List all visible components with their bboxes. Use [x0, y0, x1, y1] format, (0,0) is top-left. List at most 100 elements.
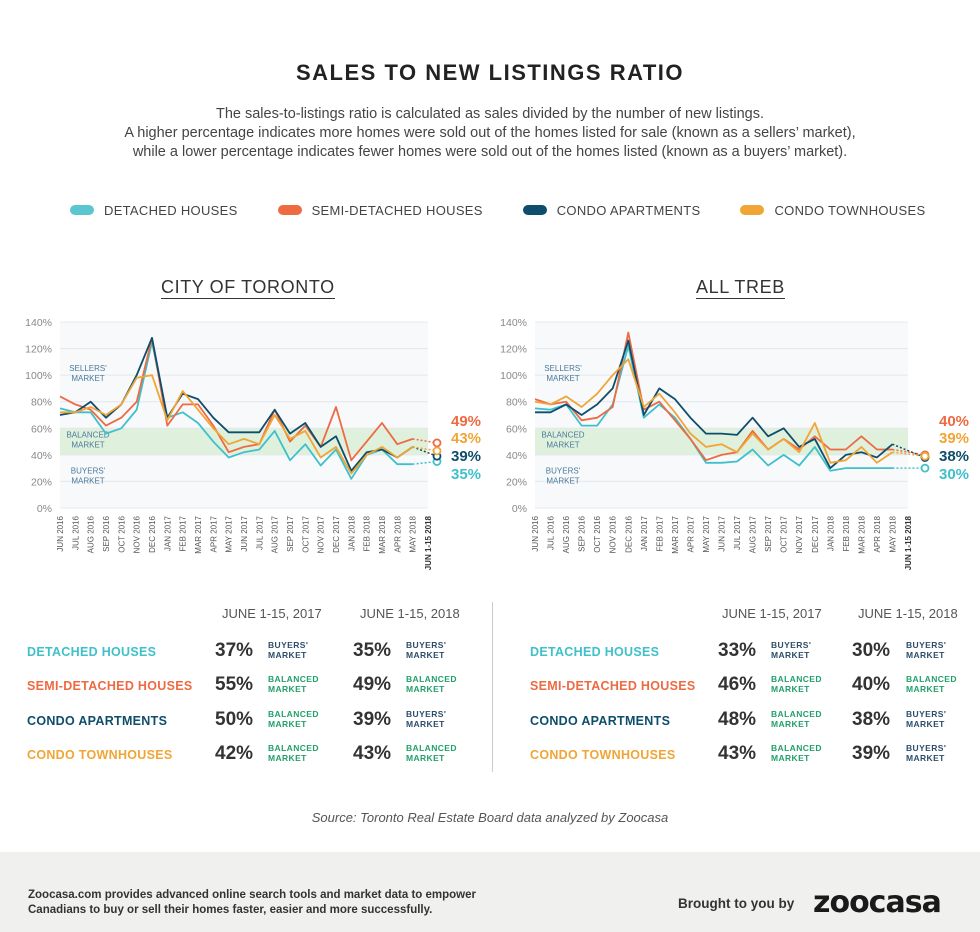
end-label-apt: 38%: [939, 448, 969, 465]
value-2018: 30%: [852, 640, 891, 661]
market-text: BALANCED: [906, 674, 957, 684]
x-tick-label: FEB 2018: [842, 515, 851, 551]
x-tick-label: JUN 1-15 2018: [424, 515, 433, 570]
value-2017: 37%: [215, 640, 254, 661]
band-label: BALANCED: [541, 431, 584, 440]
x-tick-label: SEP 2017: [286, 515, 295, 551]
legend-item-town: CONDO TOWNHOUSES: [740, 203, 925, 218]
x-tick-label: JUN 2016: [56, 515, 65, 551]
x-tick-label: MAY 2017: [702, 515, 711, 552]
market-text: BUYERS': [406, 640, 447, 650]
end-label-detached: 35%: [451, 466, 481, 483]
x-tick-label: SEP 2017: [764, 515, 773, 551]
y-tick-label: 80%: [506, 397, 527, 409]
market-text: MARKET: [406, 718, 445, 729]
legend-item-semi: SEMI-DETACHED HOUSES: [277, 202, 483, 218]
row-label-apt: CONDO APARTMENTS: [27, 714, 168, 728]
market-text: BUYERS': [406, 709, 447, 719]
x-tick-label: JUN 2017: [718, 515, 727, 551]
y-tick-label: 120%: [25, 344, 52, 356]
x-tick-label: OCT 2016: [117, 515, 126, 552]
x-tick-label: OCT 2017: [780, 515, 789, 552]
chart-toronto: 0%20%40%60%80%100%120%140%SELLERS'MARKET…: [25, 317, 481, 570]
market-2018: BUYERS' MARKET: [406, 640, 447, 660]
value-2017: 50%: [215, 709, 254, 730]
y-tick-label: 60%: [31, 423, 52, 435]
x-tick-label: DEC 2016: [148, 515, 157, 552]
legend-swatch-semi: [277, 205, 302, 215]
table-header-2018: JUNE 1-15, 2018: [858, 606, 958, 621]
source-note: Source: Toronto Real Estate Board data a…: [311, 810, 669, 825]
footer-line-1: Zoocasa.com provides advanced online sea…: [28, 889, 476, 901]
plot-background: [60, 322, 428, 508]
band-label: MARKET: [546, 476, 579, 485]
y-tick-label: 100%: [25, 370, 52, 382]
x-tick-label: MAY 2018: [409, 515, 418, 552]
x-tick-label: JAN 2018: [347, 515, 356, 551]
market-2017: BUYERS' MARKET: [771, 640, 811, 660]
y-tick-label: 80%: [31, 397, 52, 409]
x-tick-label: NOV 2017: [795, 515, 804, 553]
end-label-semi: 49%: [451, 413, 481, 430]
market-2017: BALANCED MARKET: [771, 709, 822, 729]
market-text: MARKET: [906, 752, 945, 763]
x-tick-label: AUG 2017: [749, 515, 758, 553]
market-text: MARKET: [906, 718, 945, 729]
band-label: MARKET: [71, 441, 104, 450]
market-2017: BALANCED MARKET: [268, 674, 319, 694]
x-tick-label: DEC 2017: [332, 515, 341, 552]
x-tick-label: JUL 2016: [547, 515, 556, 550]
x-tick-label: JUN 2017: [240, 515, 249, 551]
value-2018: 43%: [353, 743, 392, 764]
market-text: MARKET: [771, 718, 810, 729]
series-line-town: [534, 358, 894, 464]
subtitle-line-2: A higher percentage indicates more homes…: [124, 125, 856, 141]
x-tick-label: JUN 1-15 2018: [904, 515, 913, 570]
market-text: MARKET: [906, 649, 945, 660]
market-text: BUYERS': [906, 743, 947, 753]
market-text: MARKET: [406, 649, 445, 660]
x-tick-label: APR 2017: [686, 515, 695, 552]
zoocasa-logo[interactable]: zoocasa: [813, 885, 942, 920]
value-2018: 38%: [852, 709, 891, 730]
x-tick-label: MAR 2017: [671, 515, 680, 553]
market-text: BUYERS': [268, 640, 309, 650]
legend-swatch-town: [740, 205, 765, 215]
market-text: BALANCED: [406, 743, 457, 753]
x-tick-label: FEB 2017: [655, 515, 664, 551]
legend: DETACHED HOUSES SEMI-DETACHED HOUSES CON…: [70, 200, 965, 220]
series-tail-town: [892, 451, 926, 457]
series-line-detached: [59, 340, 413, 480]
row-label-detached: DETACHED HOUSES: [27, 645, 157, 659]
value-2017: 46%: [718, 674, 757, 695]
series-line-semi: [534, 331, 893, 462]
chart-title-toronto: CITY OF TORONTO: [161, 277, 335, 299]
market-2017: BUYERS' MARKET: [268, 640, 309, 660]
legend-item-apt: CONDO APARTMENTS: [522, 202, 701, 218]
series-end-point-detached: [920, 463, 930, 473]
table-divider: [492, 602, 493, 772]
end-label-semi: 40%: [939, 413, 969, 430]
row-label-apt: CONDO APARTMENTS: [530, 714, 671, 728]
legend-label: CONDO APARTMENTS: [556, 202, 701, 218]
value-2017: 33%: [718, 640, 757, 661]
market-text: BALANCED: [406, 674, 457, 684]
x-tick-label: JUN 2016: [531, 515, 540, 551]
market-text: MARKET: [268, 649, 307, 660]
market-text: MARKET: [268, 718, 307, 729]
chart-title-text: CITY OF TORONTO: [161, 277, 335, 299]
series-end-point-town: [920, 451, 930, 461]
footer-line-2: Canadians to buy or sell their homes fas…: [28, 904, 433, 916]
market-2018: BUYERS' MARKET: [406, 709, 447, 729]
footer: [0, 852, 980, 932]
market-2018: BUYERS' MARKET: [906, 743, 947, 763]
y-tick-label: 100%: [500, 370, 527, 382]
market-text: BUYERS': [906, 640, 947, 650]
series-end-point-town: [432, 446, 442, 456]
legend-label: SEMI-DETACHED HOUSES: [311, 202, 483, 218]
series-line-apt: [535, 339, 894, 470]
y-tick-label: 0%: [512, 503, 527, 515]
x-tick-label: SEP 2016: [578, 515, 587, 551]
value-2018: 40%: [852, 674, 891, 695]
market-text: MARKET: [406, 683, 445, 694]
